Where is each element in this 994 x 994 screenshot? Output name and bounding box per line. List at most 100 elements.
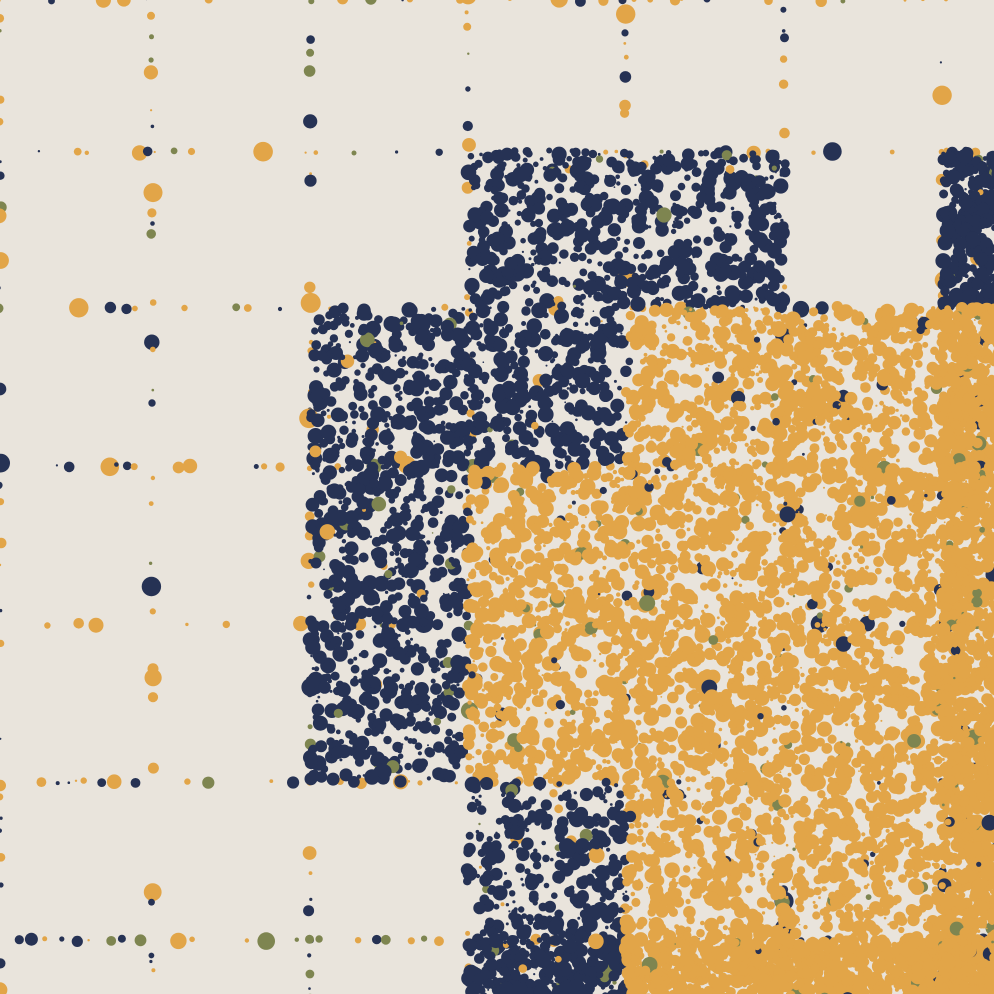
block-dot xyxy=(600,358,606,365)
block-dot xyxy=(967,356,976,365)
block-dot xyxy=(765,364,770,370)
block-dot xyxy=(543,544,546,548)
block-dot xyxy=(559,486,568,495)
block-dot xyxy=(381,415,388,423)
block-dot xyxy=(637,237,645,245)
block-dot xyxy=(489,254,500,266)
block-dot xyxy=(753,307,759,312)
block-dot xyxy=(697,255,699,258)
block-dot xyxy=(762,567,766,570)
block-dot xyxy=(469,436,477,444)
block-dot xyxy=(427,332,436,341)
block-dot xyxy=(432,397,441,406)
block-dot xyxy=(761,559,768,566)
block-dot xyxy=(490,368,500,378)
block-dot xyxy=(328,454,333,458)
block-dot xyxy=(612,507,617,513)
block-dot xyxy=(758,590,762,593)
block-dot xyxy=(575,418,578,422)
block-dot xyxy=(856,359,865,368)
block-dot xyxy=(978,173,994,188)
block-dot xyxy=(968,398,980,409)
block-dot xyxy=(412,311,415,315)
block-dot xyxy=(416,448,420,452)
block-dot xyxy=(510,346,515,351)
line-dot xyxy=(462,138,476,152)
block-dot xyxy=(901,427,911,436)
block-dot xyxy=(382,471,388,477)
block-dot xyxy=(759,582,765,587)
block-dot xyxy=(569,252,580,262)
block-dot xyxy=(516,163,521,168)
block-dot xyxy=(887,406,896,415)
block-dot xyxy=(693,490,700,497)
block-dot xyxy=(450,327,465,342)
block-dot xyxy=(780,218,784,223)
block-dot xyxy=(390,421,399,429)
block-dot xyxy=(513,366,528,382)
block-dot xyxy=(480,527,493,539)
block-dot xyxy=(560,424,568,433)
block-dot xyxy=(558,376,570,388)
block-dot xyxy=(710,466,721,477)
block-dot xyxy=(555,460,564,470)
block-dot xyxy=(714,384,726,396)
block-dot xyxy=(580,302,584,306)
block-dot xyxy=(902,398,912,407)
block-dot xyxy=(367,367,376,375)
block-dot xyxy=(329,353,335,359)
block-dot xyxy=(463,219,476,233)
block-dot xyxy=(332,602,338,609)
block-dot xyxy=(461,307,466,311)
line-dot xyxy=(144,669,162,687)
block-dot xyxy=(644,424,652,432)
block-dot xyxy=(819,573,832,586)
block-dot xyxy=(919,429,926,436)
block-dot xyxy=(955,271,959,275)
block-dot xyxy=(747,193,758,204)
block-dot xyxy=(536,515,550,528)
block-dot xyxy=(857,371,867,382)
block-dot xyxy=(481,377,488,385)
block-dot xyxy=(617,385,622,391)
block-dot xyxy=(325,311,334,320)
block-dot xyxy=(948,375,962,389)
block-dot xyxy=(968,422,971,425)
block-dot xyxy=(414,481,425,493)
block-dot xyxy=(546,193,553,201)
block-dot xyxy=(616,497,619,500)
block-dot xyxy=(943,365,948,370)
block-dot xyxy=(703,383,710,389)
line-dot xyxy=(243,304,252,312)
block-dot xyxy=(695,411,707,423)
block-dot xyxy=(426,540,431,545)
block-dot xyxy=(398,390,403,395)
line-dot xyxy=(306,594,312,600)
line-dot xyxy=(337,0,349,5)
block-dot xyxy=(622,246,629,253)
block-dot xyxy=(583,184,590,191)
block-dot xyxy=(443,528,450,536)
block-dot xyxy=(682,238,693,249)
block-dot xyxy=(693,468,699,474)
line-dot xyxy=(0,453,10,473)
block-dot xyxy=(665,505,668,509)
block-dot xyxy=(861,322,872,333)
block-dot xyxy=(595,155,604,163)
line-dot xyxy=(0,793,4,801)
block-dot xyxy=(947,160,951,164)
block-dot xyxy=(358,405,365,413)
block-dot xyxy=(504,256,518,271)
block-dot xyxy=(514,413,522,422)
block-dot xyxy=(385,528,402,544)
block-dot xyxy=(560,363,574,377)
line-dot xyxy=(406,0,413,3)
block-dot xyxy=(512,421,527,435)
block-dot xyxy=(715,285,721,290)
line-dot xyxy=(148,399,156,407)
block-dot xyxy=(372,488,382,497)
block-dot xyxy=(927,569,932,574)
block-dot xyxy=(427,517,439,528)
block-dot xyxy=(758,183,775,200)
block-dot xyxy=(419,545,429,554)
